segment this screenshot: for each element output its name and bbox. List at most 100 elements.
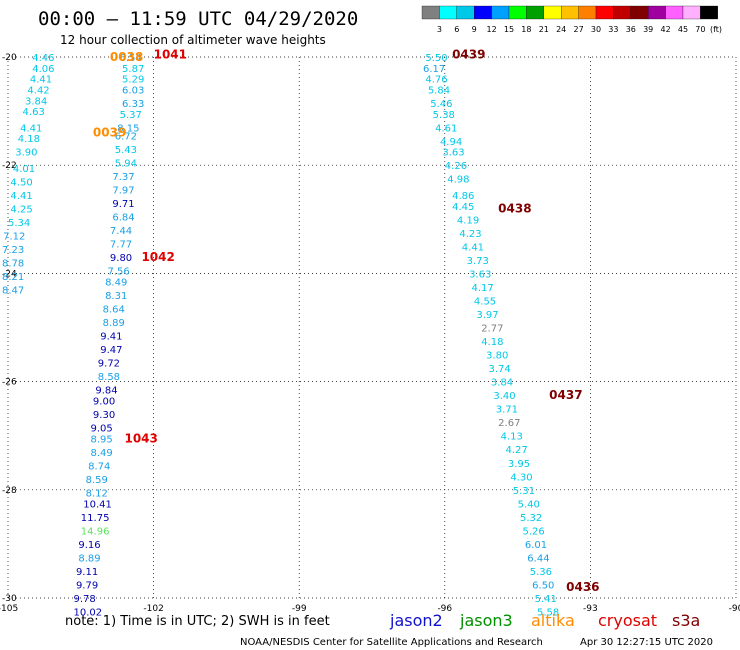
swh-value-label: 4.27 xyxy=(505,445,527,456)
swh-value-label: 7.12 xyxy=(3,232,25,243)
y-tick-label: -24 xyxy=(2,269,17,279)
legend-label: 27 xyxy=(574,25,584,34)
swh-value-label: 2.67 xyxy=(498,418,520,429)
swh-value-label: 9.71 xyxy=(112,199,134,210)
satellite-name-s3a: s3a xyxy=(672,611,700,630)
legend-unit: (ft) xyxy=(710,25,722,34)
swh-value-label: 4.17 xyxy=(471,283,493,294)
swh-value-label: 5.36 xyxy=(530,567,552,578)
swh-value-label: 6.33 xyxy=(122,99,144,110)
legend-label: 70 xyxy=(695,25,705,34)
swh-value-label: 9.78 xyxy=(74,594,96,605)
swh-value-label: 5.94 xyxy=(115,158,137,169)
swh-value-label: 4.26 xyxy=(445,161,467,172)
swh-value-label: 9.05 xyxy=(91,424,113,435)
swh-value-label: 4.01 xyxy=(13,164,35,175)
swh-value-label: 3.74 xyxy=(488,364,510,375)
legend-swatch xyxy=(456,5,475,20)
swh-value-label: 5.29 xyxy=(122,75,144,86)
swh-value-label: 4.41 xyxy=(30,75,52,86)
swh-value-label: 4.86 xyxy=(452,191,474,202)
x-tick-label: -102 xyxy=(143,604,163,614)
legend-swatch xyxy=(561,5,579,20)
swh-value-label: 4.50 xyxy=(10,177,32,188)
swh-value-label: 9.16 xyxy=(78,540,100,551)
swh-value-label: 6.01 xyxy=(525,540,547,551)
swh-value-label: 4.41 xyxy=(10,191,32,202)
legend-swatch xyxy=(648,5,666,20)
legend-label: 39 xyxy=(643,25,653,34)
legend-swatch xyxy=(613,5,631,20)
swh-value-label: 6.54 xyxy=(120,53,142,64)
swh-value-label: 3.95 xyxy=(508,459,530,470)
satellite-legend: jason2 jason3 altika cryosat s3a xyxy=(389,611,700,630)
swh-value-label: 4.18 xyxy=(18,134,40,145)
swh-value-label: 4.19 xyxy=(457,215,479,226)
swh-value-label: 7.97 xyxy=(112,186,134,197)
x-tick-label: -96 xyxy=(437,604,452,614)
swh-value-label: 2.77 xyxy=(481,324,503,335)
legend-swatch xyxy=(700,5,718,20)
legend-swatch xyxy=(508,5,527,20)
legend-label: 21 xyxy=(539,25,549,34)
swh-value-label: 10.41 xyxy=(83,499,112,510)
swh-value-label: 8.95 xyxy=(91,434,113,445)
swh-value-label: 8.47 xyxy=(2,286,24,297)
legend-label: 30 xyxy=(591,25,601,34)
satellite-name-jason2: jason2 xyxy=(389,611,443,630)
time-label: 1041 xyxy=(154,47,187,61)
y-tick-label: -28 xyxy=(2,486,17,496)
swh-value-label: 8.58 xyxy=(98,372,120,383)
time-label: 0039 xyxy=(93,126,126,140)
swh-value-label: 6.44 xyxy=(527,553,549,564)
swh-value-label: 8.74 xyxy=(88,461,110,472)
swh-value-label: 4.63 xyxy=(23,107,45,118)
legend-swatch xyxy=(595,5,614,20)
x-tick-label: -99 xyxy=(292,604,307,614)
legend-label: 24 xyxy=(556,25,566,34)
swh-value-label: 4.30 xyxy=(510,472,532,483)
legend-swatch xyxy=(578,5,597,20)
swh-value-label: 9.11 xyxy=(76,567,98,578)
swh-value-label: 4.61 xyxy=(435,123,457,134)
legend-label: 3 xyxy=(437,25,442,34)
swh-value-label: 3.97 xyxy=(476,310,498,321)
swh-value-label: 10.02 xyxy=(74,608,103,619)
time-label: 0437 xyxy=(549,388,582,402)
x-tick-label: -105 xyxy=(0,604,18,614)
swh-value-label: 5.34 xyxy=(8,218,30,229)
swh-value-label: 5.41 xyxy=(535,594,557,605)
satellite-name-altika: altika xyxy=(531,611,575,630)
legend-label: 12 xyxy=(487,25,497,34)
swh-value-label: 3.84 xyxy=(491,378,513,389)
swh-value-label: 5.32 xyxy=(520,513,542,524)
swh-value-label: 14.96 xyxy=(81,526,110,537)
swh-value-label: 4.45 xyxy=(452,202,474,213)
swh-value-label: 6.84 xyxy=(112,213,134,224)
swh-value-label: 9.47 xyxy=(100,345,122,356)
swh-value-label: 5.43 xyxy=(115,145,137,156)
swh-value-label: 7.77 xyxy=(110,240,132,251)
swh-value-label: 3.63 xyxy=(442,148,464,159)
y-tick-label: -22 xyxy=(2,161,17,171)
chart-title: 00:00 – 11:59 UTC 04/29/2020 xyxy=(38,8,358,30)
swh-value-label: 5.38 xyxy=(433,110,455,121)
legend-swatch xyxy=(491,5,510,20)
legend-swatch xyxy=(682,5,701,20)
swh-value-label: 8.31 xyxy=(105,291,127,302)
swh-value-label: 9.80 xyxy=(110,253,132,264)
swh-value-label: 6.50 xyxy=(532,580,554,591)
swh-value-label: 6.17 xyxy=(423,64,445,75)
legend-label: 6 xyxy=(454,25,459,34)
swh-value-label: 6.72 xyxy=(115,131,137,142)
swh-value-label: 8.49 xyxy=(91,448,113,459)
swh-value-label: 4.13 xyxy=(501,432,523,443)
swh-value-label: 8.12 xyxy=(86,489,108,500)
y-tick-label: -20 xyxy=(2,53,17,63)
swh-value-label: 9.84 xyxy=(95,386,117,397)
swh-value-label: 3.84 xyxy=(25,96,47,107)
swh-value-label: 7.44 xyxy=(110,226,132,237)
swh-value-label: 3.73 xyxy=(467,256,489,267)
swh-value-label: 5.58 xyxy=(537,608,559,619)
